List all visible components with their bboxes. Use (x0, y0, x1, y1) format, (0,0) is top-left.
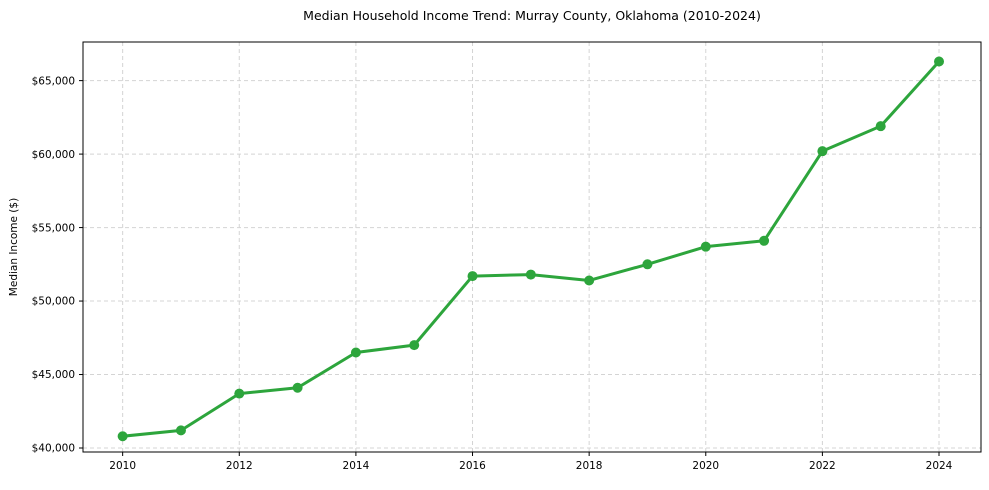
data-point-marker (292, 382, 303, 393)
data-point-marker (700, 241, 711, 252)
x-tick-label: 2024 (926, 460, 953, 472)
y-tick-label: $45,000 (32, 369, 75, 381)
data-point-marker (350, 347, 361, 358)
data-point-marker (584, 275, 595, 286)
data-point-marker (467, 271, 478, 282)
y-tick-label: $60,000 (32, 149, 75, 161)
data-point-marker (817, 146, 828, 157)
plot-area (83, 42, 981, 452)
x-tick-label: 2014 (343, 460, 370, 472)
x-tick-label: 2010 (109, 460, 136, 472)
chart-title: Median Household Income Trend: Murray Co… (303, 8, 761, 23)
x-tick-label: 2012 (226, 460, 253, 472)
data-point-marker (234, 388, 245, 399)
data-point-marker (934, 56, 945, 67)
data-point-marker (409, 340, 420, 351)
y-tick-label: $55,000 (32, 222, 75, 234)
data-point-marker (642, 259, 653, 270)
data-point-marker (117, 431, 128, 442)
data-point-marker (759, 235, 770, 246)
data-point-marker (525, 269, 536, 280)
y-tick-label: $50,000 (32, 296, 75, 308)
data-point-marker (175, 425, 186, 436)
plot-border (82, 41, 982, 453)
y-tick-label: $65,000 (32, 75, 75, 87)
x-tick-label: 2020 (692, 460, 719, 472)
data-point-marker (875, 121, 886, 132)
x-tick-label: 2018 (576, 460, 603, 472)
x-tick-label: 2022 (809, 460, 836, 472)
x-tick-label: 2016 (459, 460, 486, 472)
y-tick-label: $40,000 (32, 443, 75, 455)
